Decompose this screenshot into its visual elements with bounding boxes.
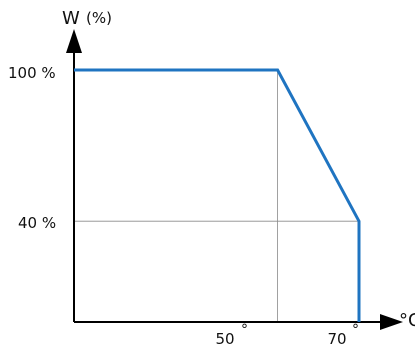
y-tick-label-100: 100 % [8,64,56,82]
y-axis-arrow-icon [66,29,82,53]
x-tick-degree-50: ° [241,322,248,338]
y-axis-label: W [62,8,80,29]
x-tick-label-70: 70 [327,330,346,348]
x-axis-label: °C [399,310,415,331]
x-tick-label-50: 50 [215,330,234,348]
y-tick-label-40: 40 % [18,214,56,232]
x-tick-degree-70: ° [352,322,359,338]
derating-series-line [74,68,361,322]
y-axis-unit: (%) [86,9,112,27]
x-axis-arrow-icon [380,314,403,330]
grid [74,70,359,322]
